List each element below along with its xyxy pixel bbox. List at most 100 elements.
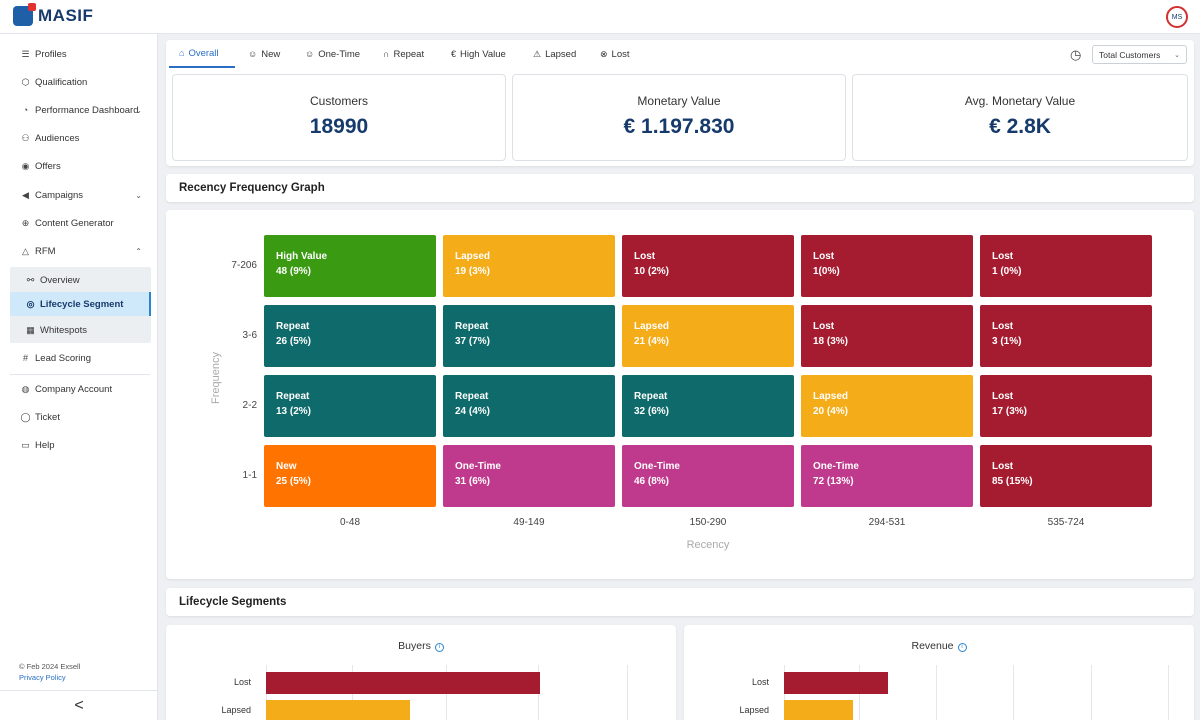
rf-cell-lost[interactable]: Lost 85 (15%) [980, 445, 1152, 507]
cell-segment: One-Time [455, 461, 501, 472]
history-icon[interactable]: ◷ [1070, 47, 1082, 62]
sidebar-item-campaigns[interactable]: ◀ Campaigns ⌄ [0, 183, 158, 207]
kpi-label: Avg. Monetary Value [964, 94, 1076, 108]
rf-cell-lapsed[interactable]: Lapsed 19 (3%) [443, 235, 615, 297]
rf-cell-repeat[interactable]: Repeat 26 (5%) [264, 305, 436, 367]
sidebar-item-help[interactable]: ▭ Help [0, 433, 158, 457]
sidebar-item-profiles[interactable]: ☰ Profiles [0, 42, 158, 66]
top-bar: MASIF MS [0, 0, 1200, 34]
cell-value: 48 (9%) [276, 266, 312, 277]
cell-segment: One-Time [813, 461, 859, 472]
user-avatar[interactable]: MS [1166, 6, 1188, 28]
kpi-monetary-value: Monetary Value € 1.197.830 [512, 74, 846, 161]
list-icon: ☰ [21, 48, 30, 59]
sidebar-item-label: Help [35, 439, 55, 451]
sidebar-item-lead-scoring[interactable]: # Lead Scoring [0, 346, 158, 370]
tab-label: New [261, 48, 281, 60]
rf-cell-lapsed[interactable]: Lapsed 20 (4%) [801, 375, 973, 437]
col-label: 294-531 [868, 517, 906, 528]
rf-cell-repeat[interactable]: Repeat 24 (4%) [443, 375, 615, 437]
sidebar-item-ticket[interactable]: ◯ Ticket [0, 405, 158, 429]
tab-overall[interactable]: ⌂ Overall [169, 40, 235, 68]
audience-icon: ⚇ [21, 132, 30, 143]
sidebar-item-audiences[interactable]: ⚇ Audiences [0, 126, 158, 150]
sidebar-item-lifecycle-segment[interactable]: ◎ Lifecycle Segment [10, 292, 151, 316]
tab-high-value[interactable]: € High Value [451, 40, 506, 68]
tab-label: One-Time [318, 48, 361, 60]
cell-segment: Lost [813, 321, 835, 332]
cell-segment: Repeat [276, 391, 310, 402]
row-label: 2-2 [242, 400, 257, 411]
tab-label: Lapsed [545, 48, 577, 60]
bar-lapsed[interactable] [784, 700, 853, 720]
rf-cell-lost[interactable]: Lost 1 (0%) [980, 235, 1152, 297]
tab-lapsed[interactable]: ⚠ Lapsed [533, 40, 576, 68]
cell-segment: Repeat [634, 391, 668, 402]
row-label: 3-6 [242, 330, 257, 341]
collapse-sidebar-button[interactable]: < [0, 690, 158, 720]
cell-segment: New [276, 461, 297, 472]
sidebar-item-content-generator[interactable]: ⊕ Content Generator [0, 211, 158, 235]
rf-cell-repeat[interactable]: Repeat 13 (2%) [264, 375, 436, 437]
sidebar-item-rfm[interactable]: △ RFM ⌃ [0, 239, 158, 263]
brand-logo[interactable]: MASIF [13, 3, 93, 26]
cell-segment: Lost [992, 391, 1014, 402]
gridline [1168, 665, 1169, 720]
bar-label: Lapsed [739, 705, 769, 715]
col-label: 0-48 [339, 517, 360, 528]
tab-repeat[interactable]: ∩ Repeat [383, 40, 424, 68]
chart-title: Buyers i [166, 640, 676, 652]
customer-filter-select[interactable]: Total Customers ⌄ [1092, 45, 1187, 64]
bar-lost[interactable] [266, 672, 540, 694]
tab-label: Lost [611, 48, 630, 60]
rf-cell-lost[interactable]: Lost 17 (3%) [980, 375, 1152, 437]
cell-segment: Lost [992, 251, 1014, 262]
cell-segment: Repeat [455, 321, 489, 332]
bar-lost[interactable] [784, 672, 888, 694]
bar-lapsed[interactable] [266, 700, 410, 720]
sidebar-item-offers[interactable]: ◉ Offers [0, 154, 158, 178]
cell-segment: Lapsed [813, 391, 849, 402]
cell-segment: Lost [992, 461, 1014, 472]
sidebar-item-label: Offers [35, 160, 61, 172]
cell-value: 21 (4%) [634, 336, 670, 347]
privacy-policy-link[interactable]: Privacy Policy [19, 673, 66, 682]
sidebar-item-whitespots[interactable]: ▦ Whitespots [10, 318, 151, 342]
rf-cell-lost[interactable]: Lost 1(0%) [801, 235, 973, 297]
rf-cell-repeat[interactable]: Repeat 37 (7%) [443, 305, 615, 367]
chart-icon: ◔ [22, 105, 29, 115]
rf-cell-new[interactable]: New 25 (5%) [264, 445, 436, 507]
info-icon[interactable]: i [434, 643, 444, 652]
sidebar-item-label: Audiences [35, 132, 80, 144]
tab-new[interactable]: ☺ New [248, 40, 280, 68]
cell-value: 37 (7%) [455, 336, 491, 347]
lifecycle-segments-header: Lifecycle Segments [166, 588, 1194, 616]
sidebar-item-performance-dashboard[interactable]: ◔ Performance Dashboard ⌄ [0, 98, 158, 122]
kpi-value: € 2.8K [989, 115, 1051, 138]
sidebar-item-overview[interactable]: ⚯ Overview [10, 268, 151, 292]
kpi-avg-monetary-value: Avg. Monetary Value € 2.8K [852, 74, 1188, 161]
rf-cell-lost[interactable]: Lost 3 (1%) [980, 305, 1152, 367]
triangle-icon: △ [22, 245, 29, 256]
rf-graph-header: Recency Frequency Graph [166, 174, 1194, 202]
cell-segment: Lost [813, 251, 835, 262]
segment-tabs [166, 40, 1194, 68]
rf-cell-one-time[interactable]: One-Time 31 (6%) [443, 445, 615, 507]
rf-cell-high-value[interactable]: High Value 48 (9%) [264, 235, 436, 297]
tab-lost[interactable]: ⊗ Lost [600, 40, 630, 68]
rf-cell-lapsed[interactable]: Lapsed 21 (4%) [622, 305, 794, 367]
tab-one-time[interactable]: ☺ One-Time [305, 40, 360, 68]
rf-cell-lost[interactable]: Lost 18 (3%) [801, 305, 973, 367]
rf-cell-one-time[interactable]: One-Time 72 (13%) [801, 445, 973, 507]
bar-label: Lapsed [221, 705, 251, 715]
rf-cell-one-time[interactable]: One-Time 46 (8%) [622, 445, 794, 507]
logo-icon [13, 3, 36, 26]
info-icon[interactable]: i [957, 643, 967, 652]
sidebar-item-qualification[interactable]: ⬡ Qualification [0, 70, 158, 94]
cell-value: 10 (2%) [634, 266, 670, 277]
sidebar-item-company-account[interactable]: ◍ Company Account [0, 377, 158, 401]
row-label: 1-1 [242, 470, 257, 481]
globe-icon: ⊕ [21, 217, 30, 228]
rf-cell-repeat[interactable]: Repeat 32 (6%) [622, 375, 794, 437]
rf-cell-lost[interactable]: Lost 10 (2%) [622, 235, 794, 297]
